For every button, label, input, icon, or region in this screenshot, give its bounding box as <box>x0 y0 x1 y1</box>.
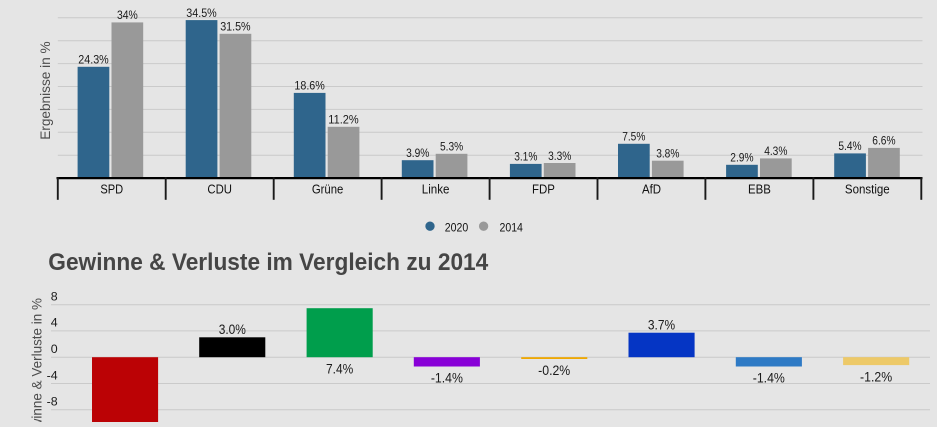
svg-text:Grüne: Grüne <box>312 181 344 196</box>
svg-text:34%: 34% <box>117 8 138 22</box>
svg-text:Sonstige: Sonstige <box>845 181 890 196</box>
svg-text:3.3%: 3.3% <box>548 149 571 163</box>
svg-text:-0.2%: -0.2% <box>538 363 570 378</box>
svg-text:3.1%: 3.1% <box>514 150 537 164</box>
svg-text:31.5%: 31.5% <box>220 20 250 34</box>
svg-text:CDU: CDU <box>207 181 232 196</box>
svg-text:-4: -4 <box>47 368 58 382</box>
svg-text:7.5%: 7.5% <box>622 130 645 144</box>
svg-text:5.4%: 5.4% <box>838 139 861 153</box>
svg-text:-8: -8 <box>47 395 58 409</box>
svg-text:3.9%: 3.9% <box>406 146 429 160</box>
svg-text:3.0%: 3.0% <box>219 322 246 337</box>
svg-text:8: 8 <box>51 290 58 304</box>
svg-text:Ergebnisse in %: Ergebnisse in % <box>38 41 53 139</box>
svg-text:-1.2%: -1.2% <box>860 369 892 384</box>
svg-text:3.7%: 3.7% <box>648 318 675 333</box>
svg-text:18.6%: 18.6% <box>294 79 324 93</box>
svg-text:-1.4%: -1.4% <box>753 371 785 386</box>
svg-text:6.6%: 6.6% <box>872 134 895 148</box>
svg-text:2014: 2014 <box>500 220 524 234</box>
svg-text:4: 4 <box>51 316 58 330</box>
svg-text:34.5%: 34.5% <box>186 6 216 20</box>
svg-text:24.3%: 24.3% <box>78 53 108 67</box>
svg-text:0: 0 <box>51 342 58 356</box>
svg-text:3.8%: 3.8% <box>656 147 679 161</box>
svg-text:2020: 2020 <box>445 220 469 234</box>
svg-text:2.9%: 2.9% <box>730 151 753 165</box>
svg-text:Gewinne & Verluste in %: Gewinne & Verluste in % <box>29 298 44 422</box>
svg-text:Gewinne & Verluste im Vergleic: Gewinne & Verluste im Vergleich zu 2014 <box>48 250 488 276</box>
svg-text:11.2%: 11.2% <box>328 113 358 127</box>
svg-text:7.4%: 7.4% <box>326 361 353 376</box>
svg-text:SPD: SPD <box>100 181 123 196</box>
svg-text:FDP: FDP <box>532 181 555 196</box>
svg-text:-1.4%: -1.4% <box>431 371 463 386</box>
svg-text:EBB: EBB <box>748 181 771 196</box>
svg-text:Linke: Linke <box>422 181 450 196</box>
svg-text:5.3%: 5.3% <box>440 140 463 154</box>
svg-text:4.3%: 4.3% <box>764 144 787 158</box>
svg-text:AfD: AfD <box>642 181 661 196</box>
